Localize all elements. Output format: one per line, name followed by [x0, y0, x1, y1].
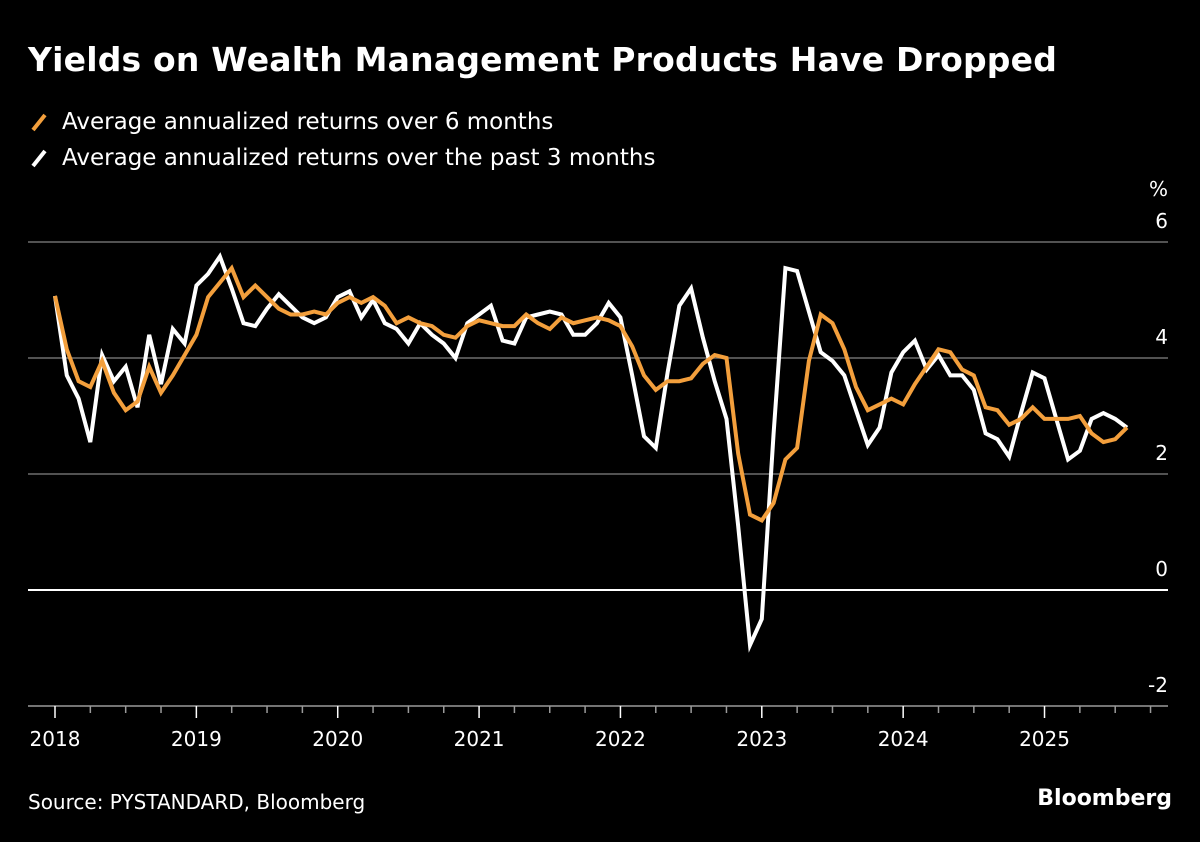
x-tick-label: 2022	[595, 727, 646, 751]
x-tick-label: 2024	[878, 727, 929, 751]
series-line-3m	[53, 252, 1129, 653]
legend-label-3m: Average annualized returns over the past…	[62, 145, 656, 171]
legend: Average annualized returns over 6 months…	[28, 104, 655, 176]
legend-label-6m: Average annualized returns over 6 months	[62, 109, 554, 135]
gridlines	[28, 241, 1168, 591]
x-tick-label: 2020	[312, 727, 363, 751]
y-tick-label: 0	[1155, 557, 1168, 581]
bloomberg-logo: Bloomberg	[1037, 786, 1172, 811]
legend-item-6m: Average annualized returns over 6 months	[28, 104, 655, 140]
chart-title: Yields on Wealth Management Products Hav…	[28, 40, 1058, 79]
y-unit-label: %	[1149, 177, 1168, 201]
legend-swatch-orange-icon	[28, 110, 52, 134]
x-tick-label: 2021	[454, 727, 505, 751]
x-tick-label: 2018	[30, 727, 81, 751]
legend-swatch-white-icon	[28, 146, 52, 170]
x-tick-label: 2023	[736, 727, 787, 751]
series-lines	[53, 252, 1129, 653]
x-tick-label: 2025	[1019, 727, 1070, 751]
series-line-6m	[53, 264, 1129, 523]
x-tick-label: 2019	[171, 727, 222, 751]
legend-item-3m: Average annualized returns over the past…	[28, 140, 655, 176]
source-note: Source: PYSTANDARD, Bloomberg	[28, 790, 366, 814]
y-tick-label: 2	[1155, 441, 1168, 465]
y-tick-label: -2	[1148, 673, 1168, 697]
y-axis-labels: 6 4 2 0 -2%	[1148, 177, 1168, 697]
y-tick-label: 4	[1155, 325, 1168, 349]
y-tick-label: 6	[1155, 209, 1168, 233]
x-axis: 2018 2019 2020 2021 2022 2023 2024 2025	[28, 705, 1168, 751]
